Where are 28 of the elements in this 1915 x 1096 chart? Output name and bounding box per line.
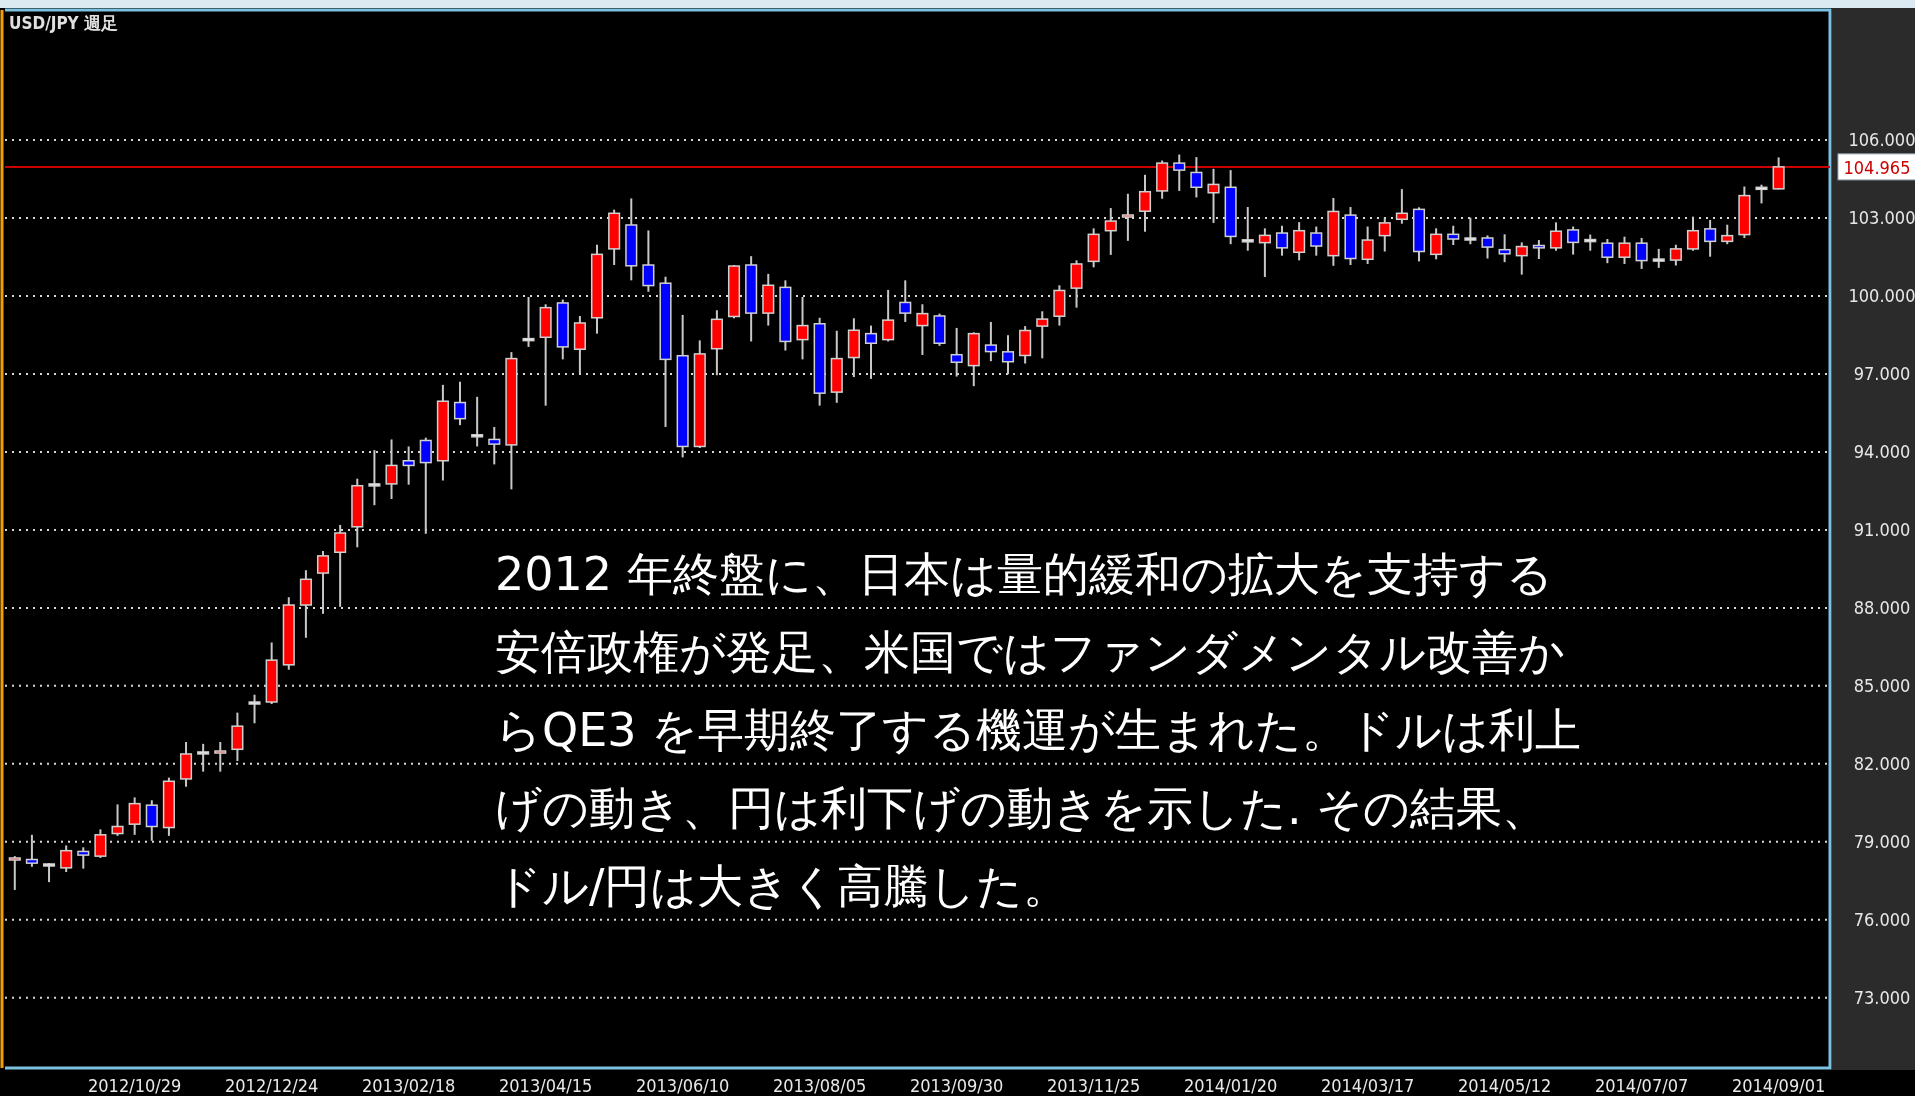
y-tick-label: 76.000 xyxy=(1853,908,1911,930)
x-tick-label: 2013/08/05 xyxy=(772,1075,867,1096)
x-tick-label: 2014/05/12 xyxy=(1457,1075,1552,1096)
chart-title: USD/JPY 週足 xyxy=(9,13,119,33)
x-tick-label: 2013/09/30 xyxy=(909,1075,1004,1096)
y-tick-label: 85.000 xyxy=(1853,674,1911,696)
x-tick-label: 2013/04/15 xyxy=(498,1075,593,1096)
y-tick-label: 106.000 xyxy=(1848,128,1915,150)
y-tick-label: 91.000 xyxy=(1853,518,1911,540)
x-tick-label: 2013/11/25 xyxy=(1046,1075,1141,1096)
y-tick-label: 100.000 xyxy=(1848,284,1915,306)
x-tick-label: 2013/06/10 xyxy=(635,1075,730,1096)
x-tick-label: 2014/03/17 xyxy=(1320,1075,1415,1096)
y-tick-label: 88.000 xyxy=(1853,596,1911,618)
y-tick-label: 94.000 xyxy=(1853,440,1911,462)
y-tick-label: 103.000 xyxy=(1848,206,1915,228)
y-tick-label: 73.000 xyxy=(1853,986,1911,1008)
x-tick-label: 2014/09/01 xyxy=(1731,1075,1826,1096)
y-tick-label: 82.000 xyxy=(1853,752,1911,774)
y-tick-label: 97.000 xyxy=(1853,362,1911,384)
x-tick-label: 2014/07/07 xyxy=(1594,1075,1689,1096)
annotation: 2012 年終盤に、日本は量的緩和の拡大を支持する安倍政権が発足、米国ではファンダメンタル改善からQE3 を早期終了する機運が生まれた。ドルは利上げの動き、円は利下げの動きを示した. その結果、ドル/円は大きく高騰した。 xyxy=(495,546,1583,915)
y-tick-label: 79.000 xyxy=(1853,830,1911,852)
x-tick-label: 2012/10/29 xyxy=(87,1075,182,1096)
ref-line-label: 104.965 xyxy=(1843,156,1911,178)
x-tick-label: 2012/12/24 xyxy=(224,1075,319,1096)
x-tick-label: 2014/01/20 xyxy=(1183,1075,1278,1096)
x-tick-label: 2013/02/18 xyxy=(361,1075,456,1096)
